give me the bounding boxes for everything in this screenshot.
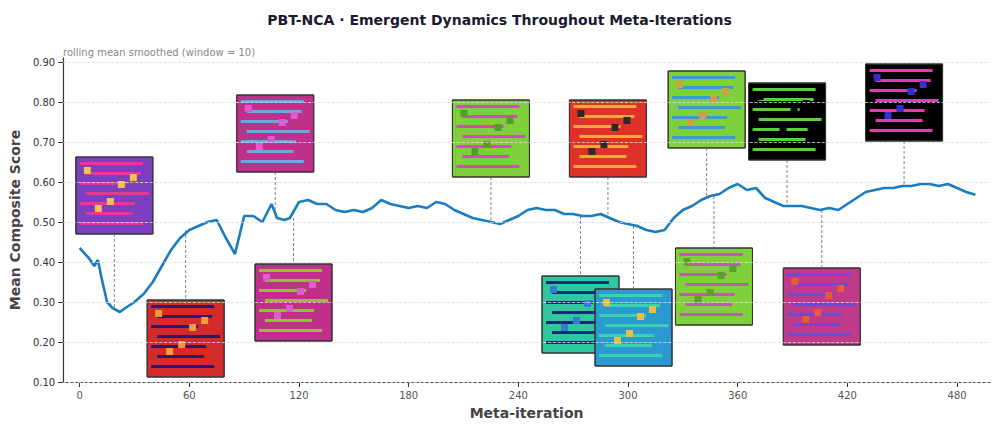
svg-text:0.30: 0.30	[33, 297, 55, 308]
svg-text:360: 360	[728, 390, 747, 401]
svg-text:PBT-NCA · Emergent Dynamics Th: PBT-NCA · Emergent Dynamics Throughout M…	[267, 12, 731, 28]
svg-text:Mean Composite Score: Mean Composite Score	[7, 130, 23, 310]
svg-text:60: 60	[183, 390, 196, 401]
svg-text:120: 120	[289, 390, 308, 401]
svg-text:0: 0	[76, 390, 82, 401]
svg-text:0.60: 0.60	[33, 177, 55, 188]
svg-text:180: 180	[399, 390, 418, 401]
svg-text:300: 300	[618, 390, 637, 401]
svg-text:240: 240	[509, 390, 528, 401]
svg-text:rolling mean smoothed (window: rolling mean smoothed (window = 10)	[63, 47, 255, 58]
svg-text:0.10: 0.10	[33, 377, 55, 388]
svg-text:0.90: 0.90	[33, 57, 55, 68]
svg-text:0.40: 0.40	[33, 257, 55, 268]
svg-text:480: 480	[948, 390, 967, 401]
svg-text:0.70: 0.70	[33, 137, 55, 148]
svg-text:420: 420	[838, 390, 857, 401]
svg-text:Meta-iteration: Meta-iteration	[470, 405, 584, 421]
svg-text:0.80: 0.80	[33, 97, 55, 108]
svg-text:0.50: 0.50	[33, 217, 55, 228]
svg-text:0.20: 0.20	[33, 337, 55, 348]
